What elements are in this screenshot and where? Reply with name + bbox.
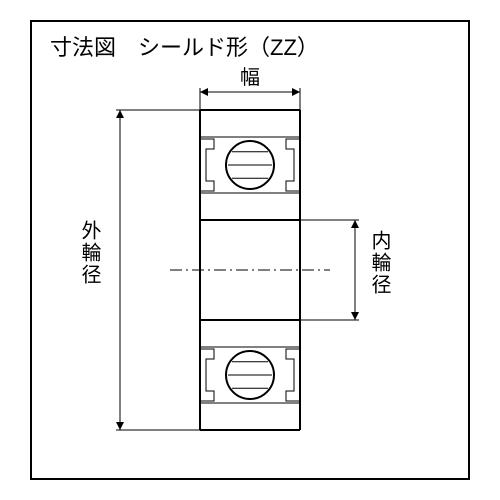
label-inner-diameter: 内輪径	[365, 230, 394, 296]
label-outer-diameter: 外輪径	[75, 220, 104, 286]
svg-text:幅: 幅	[240, 66, 260, 89]
page: 寸法図 シールド形（ZZ） 幅 外輪径 内輪径	[0, 0, 500, 500]
